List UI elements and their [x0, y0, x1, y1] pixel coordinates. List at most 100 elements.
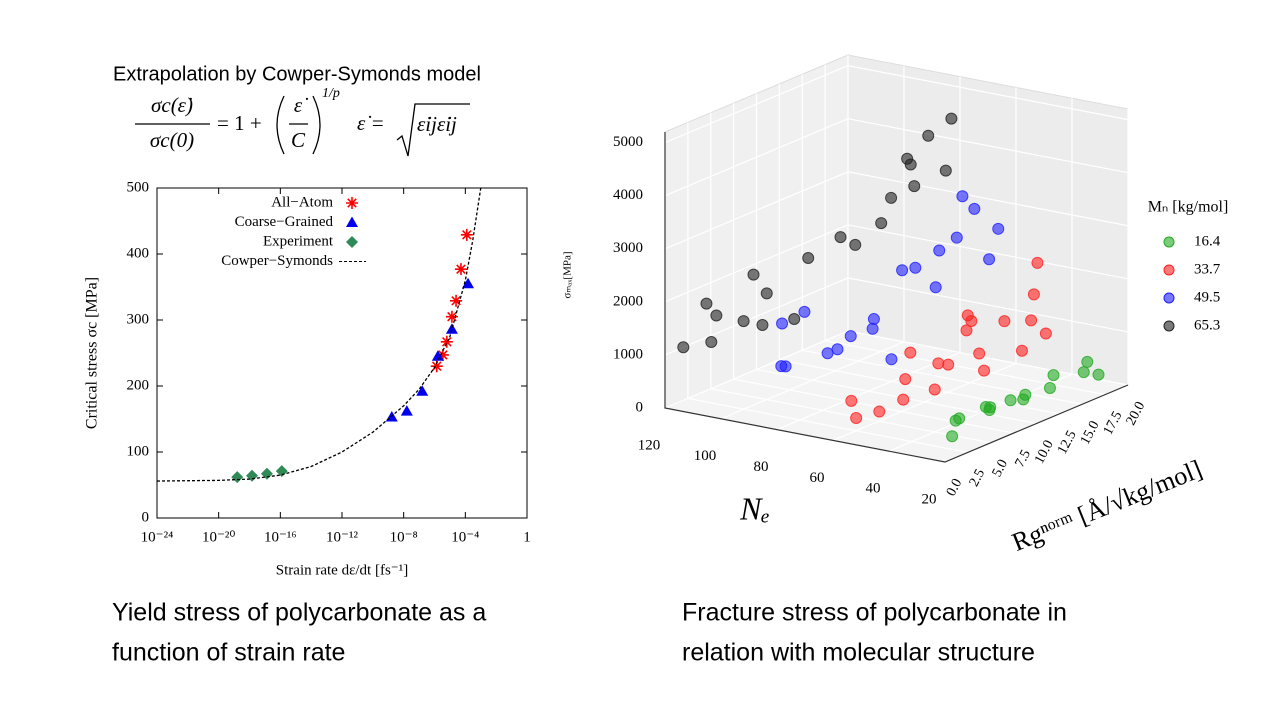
data-point [973, 347, 986, 360]
back-pane [847, 54, 1129, 386]
x-tick-label: 20 [922, 491, 937, 507]
data-point [844, 330, 857, 343]
z-axis-label: σₘₐₓ[MPa] [562, 251, 574, 298]
data-point [776, 317, 789, 330]
y-tick-label: 7.5 [1013, 447, 1034, 469]
y-tick-label: 2.5 [967, 467, 988, 489]
formula-title: Extrapolation by Cowper-Symonds model [113, 63, 481, 85]
data-point [939, 164, 952, 177]
x-tick-label: 10⁻⁴ [451, 529, 479, 545]
formula-part: = 1 + [217, 111, 262, 135]
fit-line [156, 187, 482, 482]
z-tick-label: 1000 [613, 346, 643, 362]
data-point [933, 244, 946, 257]
data-point [904, 346, 917, 359]
data-point [705, 336, 718, 349]
data-point [710, 309, 723, 322]
data-point [450, 294, 463, 307]
y-tick-label: 300 [127, 311, 150, 327]
y-tick-label: 400 [127, 245, 150, 261]
data-point [953, 412, 966, 425]
grid-line [710, 112, 991, 444]
data-point [950, 231, 963, 244]
x-tick-label: 10⁻²⁴ [141, 529, 174, 545]
paren [276, 95, 285, 155]
x-axis-label: Strain rate dε/dt [fs⁻¹] [276, 562, 408, 578]
grid-line [778, 83, 1060, 415]
data-point [1047, 369, 1060, 382]
formula-part: ε̇ = [357, 111, 385, 135]
data-point [460, 228, 473, 241]
data-point [875, 217, 888, 230]
data-point [901, 152, 914, 165]
data-point [867, 313, 880, 326]
data-point [400, 405, 413, 416]
data-point [1077, 366, 1090, 379]
data-point [929, 281, 942, 294]
data-point [430, 360, 443, 373]
y-tick-label: 0.0 [944, 476, 965, 498]
data-point [968, 202, 981, 215]
legend-marker [1163, 264, 1175, 276]
x-tick-label: 40 [866, 481, 881, 497]
data-point [700, 297, 713, 310]
data-point [922, 129, 935, 142]
grid-line [733, 103, 1014, 434]
z-tick-label: 0 [636, 399, 644, 415]
formula-part: σc(0) [150, 128, 194, 152]
formula-part: C [291, 128, 306, 152]
data-point [831, 343, 844, 356]
legend-label: Experiment [263, 233, 334, 249]
data-point [928, 383, 941, 396]
data-point [998, 315, 1011, 328]
y-axis-label: Critical stress σc [MPa] [84, 277, 101, 429]
grid-line [801, 74, 1083, 405]
data-point [454, 263, 467, 276]
data-point [873, 405, 886, 418]
data-point [462, 277, 475, 289]
data-point [431, 350, 444, 361]
data-point [677, 341, 690, 354]
grid-line [755, 93, 1037, 425]
data-point [788, 313, 801, 325]
data-point [945, 112, 958, 125]
data-point [845, 394, 858, 407]
data-point [445, 310, 458, 323]
x-tick-label: 10⁻¹² [326, 529, 358, 545]
x-tick-label: 10⁻²⁰ [202, 529, 235, 545]
data-point [436, 348, 449, 361]
data-point [756, 319, 769, 332]
data-point [849, 238, 862, 251]
y-tick-label: 0 [142, 509, 150, 525]
data-point [960, 324, 973, 337]
data-point [866, 322, 879, 335]
x-tick-label: 100 [694, 448, 717, 464]
data-point [445, 323, 458, 334]
formula-part: 1/p [322, 86, 340, 101]
data-point [798, 305, 811, 318]
legend-marker [346, 216, 358, 227]
data-point [834, 231, 847, 244]
formula-part: σc(ε̇) [151, 93, 193, 117]
x-tick-label: 60 [810, 470, 825, 486]
x-tick-label: 10⁻¹⁶ [264, 529, 297, 545]
legend-label: Coarse−Grained [235, 214, 334, 230]
data-point [850, 412, 863, 425]
data-point [1031, 256, 1044, 269]
data-point [909, 261, 922, 274]
legend-label: All−Atom [271, 194, 333, 210]
data-point [440, 335, 453, 348]
data-point [897, 393, 910, 406]
data-point [983, 253, 996, 266]
formula-part: ε̇ijε̇ij [417, 112, 457, 136]
data-point [1043, 382, 1056, 395]
legend-marker [1163, 292, 1175, 304]
axis-line [664, 132, 1129, 463]
data-point [908, 180, 921, 193]
x-axis-label: Nₑ [739, 490, 770, 526]
x-tick-label: 120 [638, 437, 661, 453]
data-point [737, 315, 750, 328]
data-point [946, 430, 959, 443]
